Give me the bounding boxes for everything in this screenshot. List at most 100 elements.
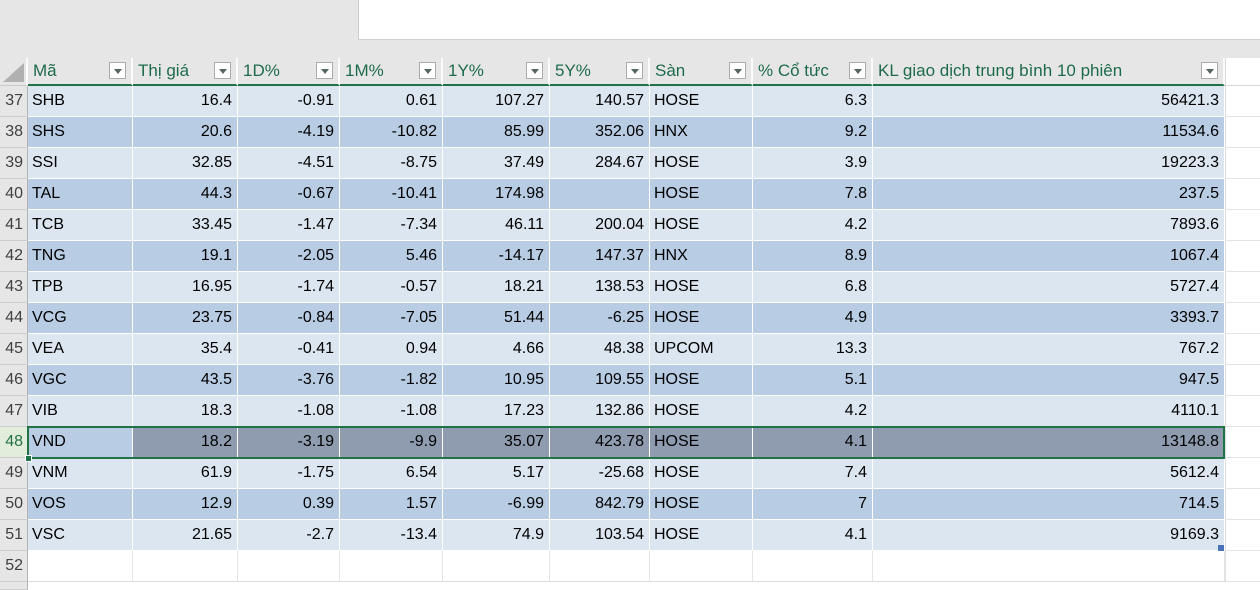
cell-ma-38[interactable]: SHS [28, 117, 133, 148]
cell-m1-46[interactable]: -1.82 [340, 365, 443, 396]
cell-d1-51[interactable]: -2.7 [238, 520, 340, 551]
empty-cell[interactable] [1225, 365, 1260, 396]
row-header-44[interactable]: 44 [0, 303, 28, 334]
cell-co_tuc-42[interactable]: 8.9 [753, 241, 873, 272]
cell-d1-50[interactable]: 0.39 [238, 489, 340, 520]
empty-cell[interactable] [1225, 117, 1260, 148]
row-header-42[interactable]: 42 [0, 241, 28, 272]
cell-y1-39[interactable]: 37.49 [443, 148, 550, 179]
cell-m1-37[interactable]: 0.61 [340, 86, 443, 117]
cell-d1-49[interactable]: -1.75 [238, 458, 340, 489]
cell-d1-40[interactable]: -0.67 [238, 179, 340, 210]
cell-y1-43[interactable]: 18.21 [443, 272, 550, 303]
cell-kl-44[interactable]: 3393.7 [873, 303, 1225, 334]
row-header-48[interactable]: 48 [0, 427, 28, 458]
cell-san-47[interactable]: HOSE [650, 396, 753, 427]
cell-y1-47[interactable]: 17.23 [443, 396, 550, 427]
cell-y5-48[interactable]: 423.78 [550, 427, 650, 458]
cell-san-40[interactable]: HOSE [650, 179, 753, 210]
cell-y1-45[interactable]: 4.66 [443, 334, 550, 365]
cell-ma-50[interactable]: VOS [28, 489, 133, 520]
empty-cell[interactable] [1225, 427, 1260, 458]
cell-co_tuc-40[interactable]: 7.8 [753, 179, 873, 210]
cell-ma-37[interactable]: SHB [28, 86, 133, 117]
empty-cell[interactable] [1225, 241, 1260, 272]
filter-button-kl[interactable] [1201, 62, 1218, 79]
cell-co_tuc-43[interactable]: 6.8 [753, 272, 873, 303]
cell-thi_gia-44[interactable]: 23.75 [133, 303, 238, 334]
column-header-kl[interactable]: KL giao dịch trung bình 10 phiên [873, 58, 1225, 86]
cell-m1-45[interactable]: 0.94 [340, 334, 443, 365]
empty-cell[interactable] [340, 551, 443, 582]
row-header-49[interactable]: 49 [0, 458, 28, 489]
cell-ma-39[interactable]: SSI [28, 148, 133, 179]
cell-ma-45[interactable]: VEA [28, 334, 133, 365]
cell-san-49[interactable]: HOSE [650, 458, 753, 489]
column-header-m1[interactable]: 1M% [340, 58, 443, 86]
cell-thi_gia-42[interactable]: 19.1 [133, 241, 238, 272]
cell-d1-41[interactable]: -1.47 [238, 210, 340, 241]
cell-kl-51[interactable]: 9169.3 [873, 520, 1225, 551]
cell-ma-48[interactable]: VND [28, 427, 133, 458]
filter-button-co_tuc[interactable] [849, 62, 866, 79]
cell-kl-43[interactable]: 5727.4 [873, 272, 1225, 303]
cell-y5-43[interactable]: 138.53 [550, 272, 650, 303]
cell-m1-40[interactable]: -10.41 [340, 179, 443, 210]
cell-ma-51[interactable]: VSC [28, 520, 133, 551]
cell-thi_gia-40[interactable]: 44.3 [133, 179, 238, 210]
cell-ma-46[interactable]: VGC [28, 365, 133, 396]
cell-ma-43[interactable]: TPB [28, 272, 133, 303]
row-header-41[interactable]: 41 [0, 210, 28, 241]
cell-d1-45[interactable]: -0.41 [238, 334, 340, 365]
column-header-y1[interactable]: 1Y% [443, 58, 550, 86]
empty-header-cell[interactable] [1225, 58, 1260, 86]
row-header-39[interactable]: 39 [0, 148, 28, 179]
cell-d1-38[interactable]: -4.19 [238, 117, 340, 148]
cell-san-43[interactable]: HOSE [650, 272, 753, 303]
column-header-san[interactable]: Sàn [650, 58, 753, 86]
empty-cell[interactable] [133, 551, 238, 582]
cell-kl-40[interactable]: 237.5 [873, 179, 1225, 210]
cell-y1-51[interactable]: 74.9 [443, 520, 550, 551]
cell-y5-42[interactable]: 147.37 [550, 241, 650, 272]
empty-cell[interactable] [1225, 148, 1260, 179]
cell-m1-49[interactable]: 6.54 [340, 458, 443, 489]
cell-d1-43[interactable]: -1.74 [238, 272, 340, 303]
empty-cell[interactable] [1225, 179, 1260, 210]
cell-thi_gia-41[interactable]: 33.45 [133, 210, 238, 241]
cell-y5-46[interactable]: 109.55 [550, 365, 650, 396]
empty-cell[interactable] [1225, 551, 1260, 582]
cell-kl-37[interactable]: 56421.3 [873, 86, 1225, 117]
cell-m1-42[interactable]: 5.46 [340, 241, 443, 272]
row-header-43[interactable]: 43 [0, 272, 28, 303]
row-header-52[interactable]: 52 [0, 551, 28, 582]
cell-d1-39[interactable]: -4.51 [238, 148, 340, 179]
row-header-45[interactable]: 45 [0, 334, 28, 365]
empty-cell[interactable] [550, 551, 650, 582]
cell-y5-37[interactable]: 140.57 [550, 86, 650, 117]
empty-cell[interactable] [1225, 86, 1260, 117]
cell-san-46[interactable]: HOSE [650, 365, 753, 396]
cell-kl-48[interactable]: 13148.8 [873, 427, 1225, 458]
cell-m1-51[interactable]: -13.4 [340, 520, 443, 551]
cell-kl-50[interactable]: 714.5 [873, 489, 1225, 520]
cell-thi_gia-48[interactable]: 18.2 [133, 427, 238, 458]
cell-y1-38[interactable]: 85.99 [443, 117, 550, 148]
filter-button-y1[interactable] [526, 62, 543, 79]
cell-san-42[interactable]: HNX [650, 241, 753, 272]
cell-co_tuc-45[interactable]: 13.3 [753, 334, 873, 365]
cell-thi_gia-50[interactable]: 12.9 [133, 489, 238, 520]
cell-san-51[interactable]: HOSE [650, 520, 753, 551]
cell-m1-38[interactable]: -10.82 [340, 117, 443, 148]
cell-san-48[interactable]: HOSE [650, 427, 753, 458]
cell-y5-51[interactable]: 103.54 [550, 520, 650, 551]
cell-y1-50[interactable]: -6.99 [443, 489, 550, 520]
cell-ma-40[interactable]: TAL [28, 179, 133, 210]
cell-ma-42[interactable]: TNG [28, 241, 133, 272]
cell-y1-40[interactable]: 174.98 [443, 179, 550, 210]
row-header-46[interactable]: 46 [0, 365, 28, 396]
cell-thi_gia-37[interactable]: 16.4 [133, 86, 238, 117]
row-header-38[interactable]: 38 [0, 117, 28, 148]
cell-co_tuc-49[interactable]: 7.4 [753, 458, 873, 489]
cell-y5-47[interactable]: 132.86 [550, 396, 650, 427]
